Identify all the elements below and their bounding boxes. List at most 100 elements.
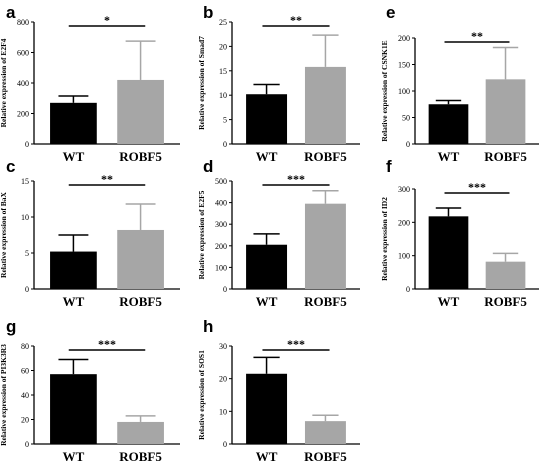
chart-panel-b: b 0 5 10 15 20 25 Relative expression of Smad7 W… — [197, 3, 360, 164]
y-tick-label: 80 — [21, 342, 29, 351]
chart-panel-g: g 0 20 40 60 80 Relative expression of PI3K3R3… — [0, 317, 180, 464]
y-tick-label: 20 — [219, 42, 227, 51]
panel-letter: a — [6, 3, 16, 22]
x-tick-label: ROBF5 — [119, 449, 162, 464]
y-tick-label: 300 — [398, 185, 410, 194]
y-tick-label: 15 — [219, 67, 227, 76]
x-tick-label: ROBF5 — [304, 449, 347, 464]
y-tick-label: 500 — [215, 177, 227, 186]
x-tick-label: ROBF5 — [484, 149, 527, 164]
bar-wt — [50, 374, 97, 444]
y-tick-label: 0 — [223, 440, 227, 449]
y-tick-label: 300 — [215, 220, 227, 229]
chart-panel-a: a 0 200 400 600 800 Relative expression of E2F… — [0, 3, 180, 164]
panel-letter: e — [386, 3, 395, 22]
y-tick-label: 30 — [219, 342, 227, 351]
y-axis-label: Relative expression of E2F5 — [197, 190, 206, 279]
y-tick-label: 5 — [25, 249, 29, 258]
chart-panel-c: c 0 5 10 15 Relative expression of BaX WT ROBF5… — [0, 157, 180, 309]
panel-letter: d — [203, 157, 213, 176]
y-tick-label: 20 — [21, 416, 29, 425]
panel-letter: c — [6, 157, 15, 176]
y-tick-label: 200 — [398, 218, 410, 227]
y-tick-label: 200 — [17, 110, 29, 119]
y-tick-label: 10 — [219, 91, 227, 100]
bar-wt — [50, 102, 97, 144]
x-tick-label: WT — [256, 294, 278, 309]
bar-robf5 — [485, 79, 526, 144]
panel-letter: h — [203, 317, 213, 336]
y-tick-label: 400 — [17, 79, 29, 88]
y-axis-label: Relative expression of BaX — [0, 191, 8, 277]
y-tick-label: 100 — [398, 252, 410, 261]
chart-panel-f: f 0 100 200 300 Relative expression of ID2 WT R… — [380, 157, 539, 309]
y-tick-label: 0 — [223, 140, 227, 149]
y-tick-label: 0 — [223, 285, 227, 294]
panel-letter: g — [6, 317, 16, 336]
significance-label: *** — [98, 337, 116, 351]
bar-robf5 — [117, 79, 164, 144]
x-tick-label: WT — [256, 149, 278, 164]
y-tick-label: 0 — [25, 140, 29, 149]
bar-wt — [428, 104, 469, 144]
bar-wt — [246, 244, 288, 289]
significance-label: * — [104, 13, 110, 27]
y-tick-label: 20 — [219, 375, 227, 384]
significance-label: *** — [468, 180, 486, 194]
x-tick-label: ROBF5 — [304, 149, 347, 164]
y-axis-label: Relative expression of Smad7 — [197, 36, 206, 130]
y-tick-label: 25 — [219, 18, 227, 27]
y-axis-label: Relative expression of SOS1 — [197, 350, 206, 440]
x-tick-label: ROBF5 — [119, 149, 162, 164]
chart-panel-e: e 0 50 100 150 200 Relative expression of CSNK… — [380, 3, 539, 164]
significance-label: *** — [287, 337, 305, 351]
y-tick-label: 100 — [398, 87, 410, 96]
panel-letter: b — [203, 3, 213, 22]
chart-panel-h: h 0 10 20 30 Relative expression of SOS1 WT ROB… — [197, 317, 360, 464]
y-axis-label: Relative expression of PI3K3R3 — [0, 344, 8, 446]
x-tick-label: ROBF5 — [304, 294, 347, 309]
significance-label: ** — [471, 29, 483, 43]
bar-robf5 — [304, 203, 346, 289]
y-tick-label: 40 — [21, 391, 29, 400]
x-tick-label: WT — [256, 449, 278, 464]
y-tick-label: 0 — [25, 285, 29, 294]
y-tick-label: 100 — [215, 263, 227, 272]
bar-robf5 — [117, 421, 164, 444]
y-tick-label: 400 — [215, 199, 227, 208]
x-tick-label: WT — [63, 449, 85, 464]
bar-wt — [246, 94, 288, 144]
chart-panel-d: d 0 100 200 300 400 500 Relative expression of … — [197, 157, 360, 309]
y-tick-label: 50 — [402, 114, 410, 123]
bar-robf5 — [117, 229, 164, 289]
y-tick-label: 200 — [215, 242, 227, 251]
y-axis-label: Relative expression of ID2 — [380, 197, 389, 281]
x-tick-label: ROBF5 — [484, 294, 527, 309]
y-tick-label: 15 — [21, 177, 29, 186]
y-tick-label: 150 — [398, 61, 410, 70]
significance-label: ** — [101, 172, 113, 186]
bar-robf5 — [485, 261, 526, 289]
y-tick-label: 5 — [223, 116, 227, 125]
bar-wt — [246, 373, 288, 444]
y-tick-label: 0 — [406, 140, 410, 149]
significance-label: *** — [287, 172, 305, 186]
significance-label: ** — [290, 13, 302, 27]
y-tick-label: 0 — [25, 440, 29, 449]
panel-letter: f — [386, 157, 392, 176]
x-tick-label: ROBF5 — [119, 294, 162, 309]
y-tick-label: 600 — [17, 49, 29, 58]
y-tick-label: 0 — [406, 285, 410, 294]
bar-robf5 — [304, 421, 346, 444]
x-tick-label: WT — [63, 294, 85, 309]
bar-robf5 — [304, 66, 346, 144]
bar-wt — [428, 216, 469, 289]
bar-wt — [50, 251, 97, 289]
y-axis-label: Relative expression of CSNK1E — [380, 40, 389, 141]
x-tick-label: WT — [438, 294, 460, 309]
y-tick-label: 200 — [398, 34, 410, 43]
y-tick-label: 10 — [219, 407, 227, 416]
y-tick-label: 60 — [21, 367, 29, 376]
x-tick-label: WT — [63, 149, 85, 164]
